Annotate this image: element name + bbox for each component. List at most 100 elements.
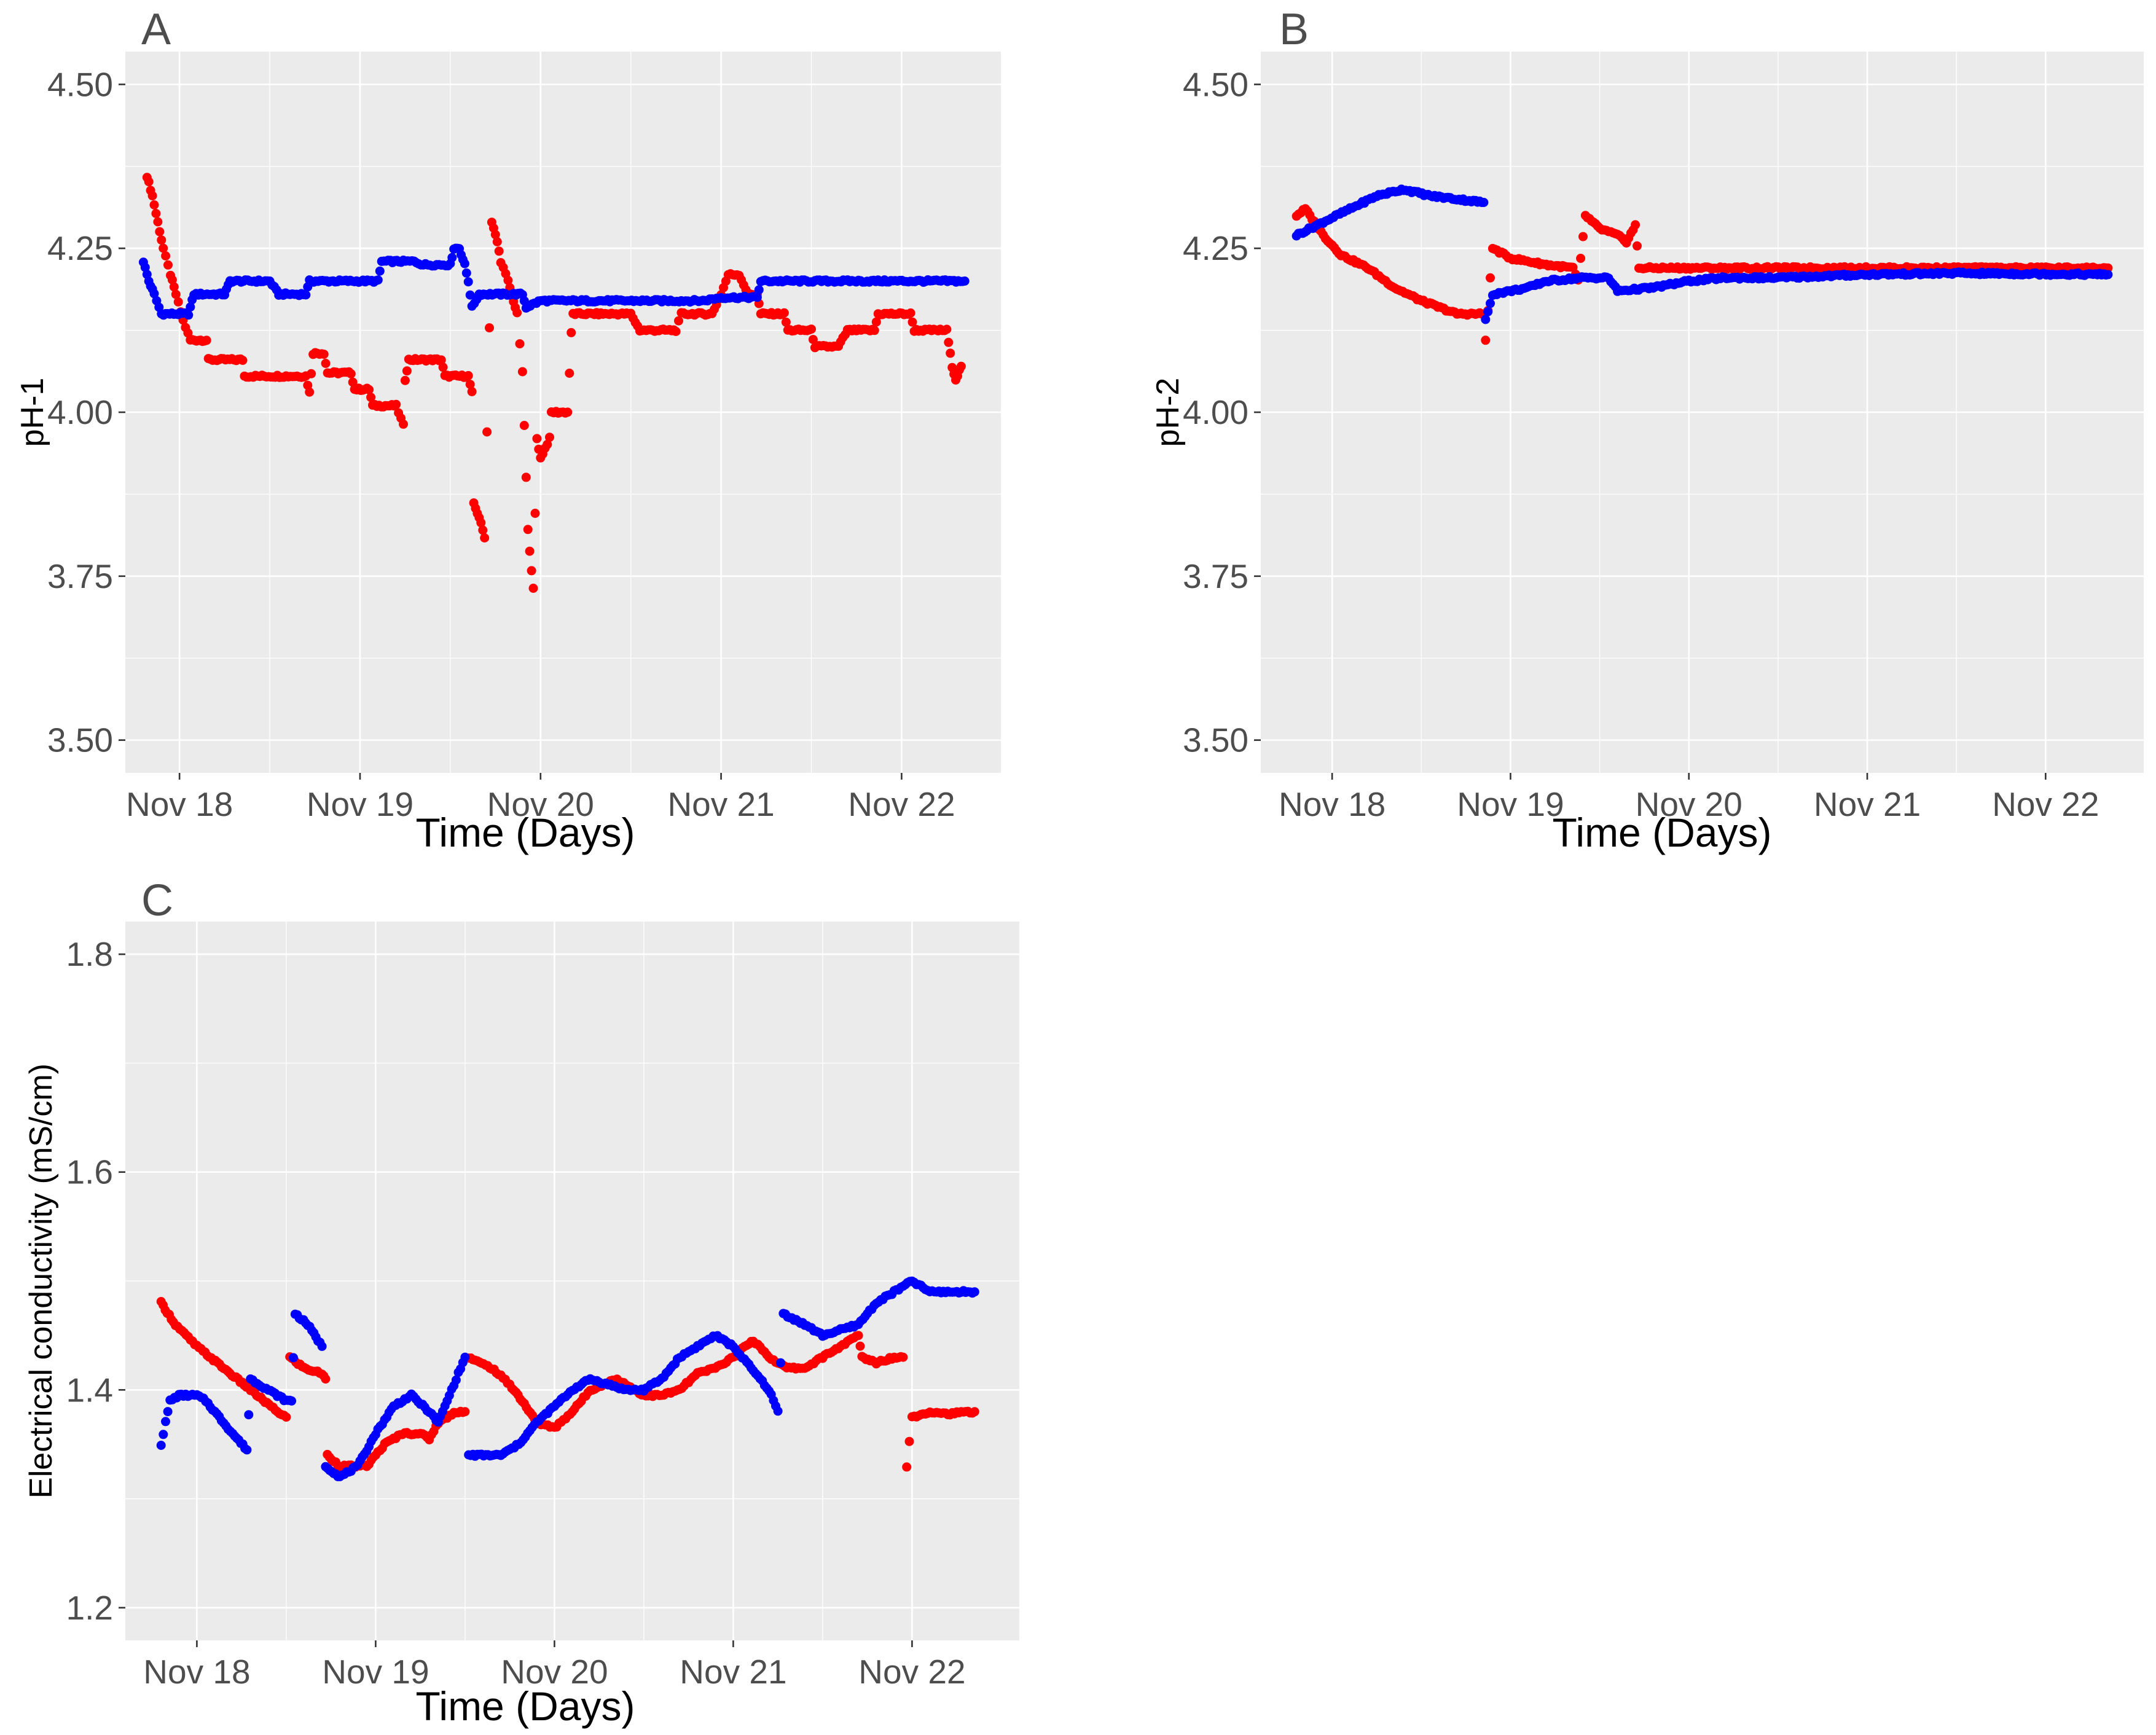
panel-a-red-point xyxy=(147,191,157,201)
panel-a-red-point xyxy=(503,275,513,285)
panel-a-red-point xyxy=(907,317,917,327)
panel-b-blue-point xyxy=(1483,307,1493,316)
panel-b-x-tick-label: Nov 19 xyxy=(1457,785,1564,823)
panel-a-red-point xyxy=(202,335,211,345)
panel-c-x-tick-label: Nov 20 xyxy=(501,1653,608,1691)
panel-a-red-point xyxy=(565,369,574,378)
panel-a-y-tick-label: 3.50 xyxy=(47,721,113,759)
panel-c-blue-point xyxy=(773,1406,783,1416)
panel-c-x-tick-label: Nov 19 xyxy=(322,1653,429,1691)
panel-a-points xyxy=(138,173,970,593)
panel-a-red-point xyxy=(478,525,488,535)
panel-a-red-point xyxy=(438,362,448,372)
panel-b-red-point xyxy=(1578,232,1588,241)
panel-a-x-tick-label: Nov 21 xyxy=(667,785,774,823)
panel-a-y-tick-label: 4.00 xyxy=(47,393,113,431)
panel-a-red-point xyxy=(391,399,401,409)
panel-a-blue-point xyxy=(301,290,311,300)
panel-a-red-point xyxy=(521,472,531,482)
panel-c-red-point xyxy=(970,1407,979,1417)
panel-a-red-point xyxy=(144,177,154,187)
panel-a-red-point xyxy=(436,355,446,365)
panel-c-x-tick-label: Nov 18 xyxy=(143,1653,250,1691)
panel-a-red-point xyxy=(467,386,477,396)
panel-a-red-point xyxy=(163,260,173,270)
panel-c-blue-point xyxy=(287,1396,297,1406)
panel-a-red-point xyxy=(869,326,879,335)
panel-b-ticks: 3.50 3.75 4.00 4.25 4.50 Nov 18 Nov 19 Nov 20 No… xyxy=(1183,65,2099,823)
panel-a-red-point xyxy=(906,308,915,318)
panel-b-x-tick-label: Nov 20 xyxy=(1636,785,1742,823)
panel-a-blue-point xyxy=(465,290,475,300)
panel-c-y-tick-label: 1.4 xyxy=(66,1371,113,1409)
panel-a-red-point xyxy=(149,200,159,210)
panel-a-x-tick-label: Nov 20 xyxy=(487,785,594,823)
panel-a-red-point xyxy=(364,385,374,394)
panel-b-x-tick-label: Nov 22 xyxy=(1992,785,2099,823)
panel-a-ticks: 3.50 3.75 4.00 4.25 4.50 Nov 18 Nov 19 Nov 20 No… xyxy=(47,65,955,823)
panel-a-blue-point xyxy=(184,310,194,320)
panel-a-blue-point xyxy=(463,277,473,287)
panel-c-red-point xyxy=(853,1331,863,1341)
panel-a-red-point xyxy=(530,509,540,518)
panel-c-red-point xyxy=(904,1436,914,1446)
panel-a-red-point xyxy=(476,518,486,528)
panel-b-tag: B xyxy=(1279,5,1309,54)
panel-a-x-tick-label: Nov 22 xyxy=(848,785,955,823)
panel-a-red-point xyxy=(366,393,376,402)
panel-a-x-tick-label: Nov 19 xyxy=(307,785,414,823)
panel-a-red-point xyxy=(527,566,536,576)
panel-a-y-tick-label: 4.50 xyxy=(47,65,113,103)
panel-b-grid xyxy=(1261,52,2144,773)
panel-c-blue-point xyxy=(776,1358,785,1368)
panel-a-red-point xyxy=(319,350,329,359)
panel-b: 3.50 3.75 4.00 4.25 4.50 Nov 18 Nov 19 Nov 20 No… xyxy=(1150,5,2144,855)
panel-a-red-point xyxy=(566,327,576,337)
panel-c-y-tick-label: 1.2 xyxy=(66,1589,113,1627)
panel-a-red-point xyxy=(519,421,529,430)
panel-a-red-point xyxy=(956,361,966,371)
panel-a-red-point xyxy=(674,316,683,326)
panel-c-y-tick-label: 1.8 xyxy=(66,935,113,973)
panel-b-red-point xyxy=(1631,220,1641,230)
panel-a-y-axis-title: pH-1 xyxy=(15,378,50,447)
panel-b-y-tick-label: 3.75 xyxy=(1183,557,1249,595)
panel-a-red-point xyxy=(807,324,816,334)
panel-a-red-point xyxy=(167,275,177,284)
panel-a-red-point xyxy=(523,525,533,535)
panel-b-y-tick-label: 4.50 xyxy=(1183,65,1249,103)
panel-a-red-point xyxy=(399,419,408,429)
panel-c-blue-point xyxy=(156,1441,166,1450)
panel-a-red-point xyxy=(321,359,331,368)
panel-a-red-point xyxy=(871,317,881,327)
panel-a-x-tick-label: Nov 18 xyxy=(126,785,233,823)
panel-a-red-point xyxy=(494,246,504,256)
panel-a-red-point xyxy=(482,427,492,437)
panel-c-tag: C xyxy=(141,876,173,925)
panel-c-red-point xyxy=(902,1462,912,1472)
panel-b-red-point xyxy=(1576,254,1586,263)
panel-a-red-point xyxy=(671,327,681,336)
panel-a-red-point xyxy=(779,308,789,318)
panel-a-blue-point xyxy=(460,259,469,268)
panel-a-blue-point xyxy=(140,262,150,272)
panel-c-red-point xyxy=(281,1412,291,1422)
panel-c-blue-point xyxy=(159,1430,168,1439)
panel-a-blue-point xyxy=(447,253,457,262)
panel-a-red-point xyxy=(463,370,473,380)
panel-a-tag: A xyxy=(141,5,171,54)
panel-a-red-point xyxy=(543,439,552,449)
panel-a-red-point xyxy=(238,356,248,365)
panel-a-red-point xyxy=(161,251,171,260)
panel-a-blue-point xyxy=(373,275,383,285)
panel-b-red-point xyxy=(1481,335,1491,345)
panel-a-red-point xyxy=(171,289,181,299)
panel-a-red-point xyxy=(492,237,502,246)
panel-a-red-point xyxy=(400,375,410,385)
panel-b-x-axis-title: Time (Days) xyxy=(1553,810,1772,855)
panel-b-blue-point xyxy=(1481,315,1491,324)
panel-a: 3.50 3.75 4.00 4.25 4.50 Nov 18 Nov 19 Nov 20 No… xyxy=(15,5,1001,855)
panel-a-blue-point xyxy=(461,268,471,278)
panel-a-red-point xyxy=(157,235,167,245)
